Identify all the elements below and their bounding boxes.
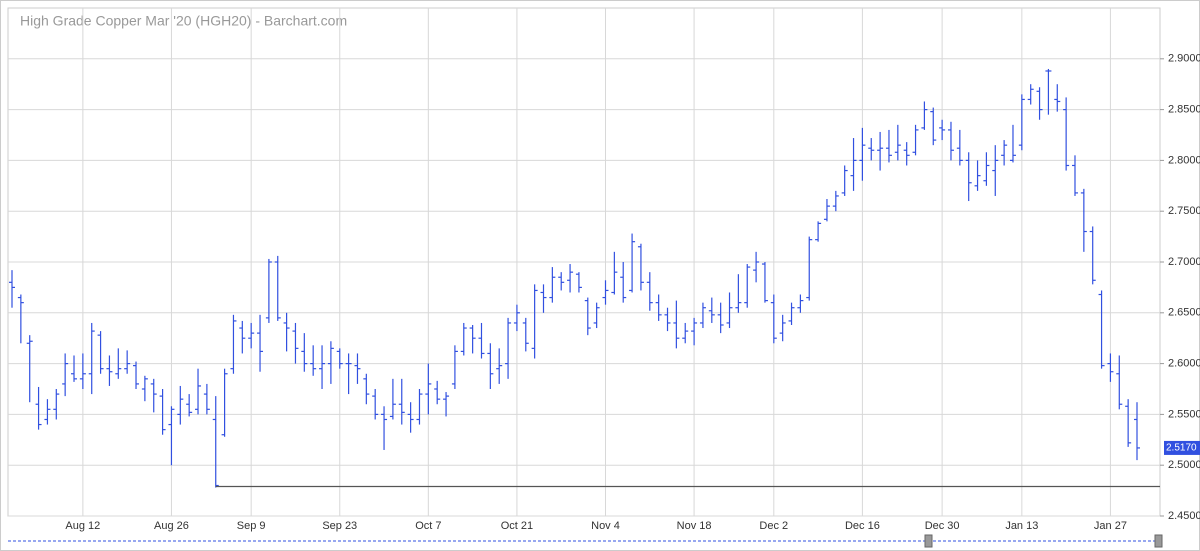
y-tick-label: 2.6500 [1168, 307, 1200, 319]
scrollbar-handle[interactable] [1154, 534, 1163, 548]
y-tick-label: 2.7000 [1168, 256, 1200, 268]
scrollbar-handle[interactable] [924, 534, 933, 548]
y-tick-label: 2.8000 [1168, 154, 1200, 166]
x-tick-label: Dec 2 [759, 520, 788, 532]
x-tick-label: Oct 21 [501, 520, 533, 532]
x-tick-label: Nov 4 [591, 520, 620, 532]
x-tick-label: Dec 16 [845, 520, 880, 532]
last-price-label: 2.5170 [1166, 443, 1197, 454]
y-tick-label: 2.5000 [1168, 459, 1200, 471]
x-tick-label: Oct 7 [415, 520, 441, 532]
x-tick-label: Sep 9 [237, 520, 266, 532]
y-tick-label: 2.4500 [1168, 510, 1200, 522]
x-tick-label: Jan 27 [1094, 520, 1127, 532]
x-tick-label: Sep 23 [322, 520, 357, 532]
y-tick-label: 2.6000 [1168, 358, 1200, 370]
x-tick-label: Jan 13 [1005, 520, 1038, 532]
y-tick-label: 2.5500 [1168, 408, 1200, 420]
x-tick-label: Aug 26 [154, 520, 189, 532]
y-tick-label: 2.8500 [1168, 104, 1200, 116]
x-tick-label: Nov 18 [677, 520, 712, 532]
y-tick-label: 2.9000 [1168, 53, 1200, 65]
x-tick-label: Aug 12 [65, 520, 100, 532]
y-tick-label: 2.7500 [1168, 205, 1200, 217]
x-tick-label: Dec 30 [925, 520, 960, 532]
last-price-box [1164, 440, 1200, 455]
chart-title: High Grade Copper Mar '20 (HGH20) - Barc… [20, 13, 347, 29]
